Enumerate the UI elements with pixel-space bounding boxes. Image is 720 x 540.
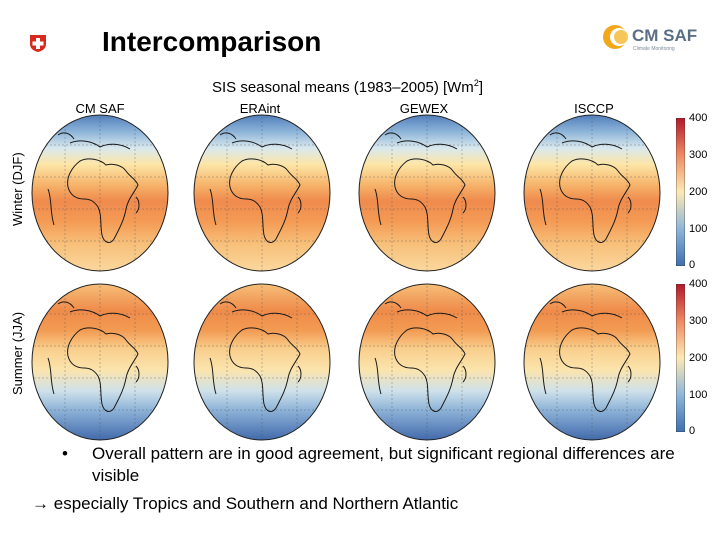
colorbar-summer <box>676 284 685 432</box>
cmsaf-logo: CM SAF Climate Monitoring <box>600 22 710 58</box>
cmsaf-logo-subtext: Climate Monitoring <box>633 46 675 52</box>
colorbar-summer-tick-300: 300 <box>689 315 707 327</box>
bullet-item-2: → especially Tropics and Southern and No… <box>32 493 702 515</box>
map-winter-eraint <box>192 113 332 273</box>
map-summer-gewex <box>357 282 497 442</box>
map-winter-gewex <box>357 113 497 273</box>
colorbar-winter-tick-100: 100 <box>689 223 707 235</box>
figure-title: SIS seasonal means (1983–2005) [Wm2] <box>212 78 483 96</box>
map-summer-isccp <box>522 282 662 442</box>
arrow-icon: → <box>32 494 49 513</box>
map-summer-cmsaf <box>30 282 170 442</box>
map-summer-eraint <box>192 282 332 442</box>
cmsaf-logo-text: CM SAF <box>632 26 697 46</box>
row-label-winter: Winter (DJF) <box>10 152 25 226</box>
slide-title: Intercomparison <box>102 26 321 58</box>
sun-logo-icon <box>600 22 630 52</box>
colorbar-winter <box>676 118 685 266</box>
colorbar-summer-tick-400: 400 <box>689 278 707 290</box>
map-winter-isccp <box>522 113 662 273</box>
colorbar-summer-tick-200: 200 <box>689 352 707 364</box>
colorbar-winter-tick-200: 200 <box>689 186 707 198</box>
bullet-item-1: • Overall pattern are in good agreement, … <box>62 443 702 487</box>
colorbar-winter-tick-400: 400 <box>689 112 707 124</box>
swiss-flag-icon <box>28 33 48 53</box>
bullet-list: • Overall pattern are in good agreement, … <box>62 443 702 515</box>
bullet-dot: • <box>62 443 92 465</box>
colorbar-summer-tick-100: 100 <box>689 389 707 401</box>
row-label-summer: Summer (JJA) <box>10 312 25 395</box>
bullet-item-1-text: Overall pattern are in good agreement, b… <box>92 444 675 485</box>
colorbar-winter-tick-0: 0 <box>689 259 695 271</box>
map-winter-cmsaf <box>30 113 170 273</box>
bullet-item-2-text: especially Tropics and Southern and Nort… <box>54 494 458 513</box>
colorbar-summer-tick-0: 0 <box>689 425 695 437</box>
colorbar-winter-tick-300: 300 <box>689 149 707 161</box>
